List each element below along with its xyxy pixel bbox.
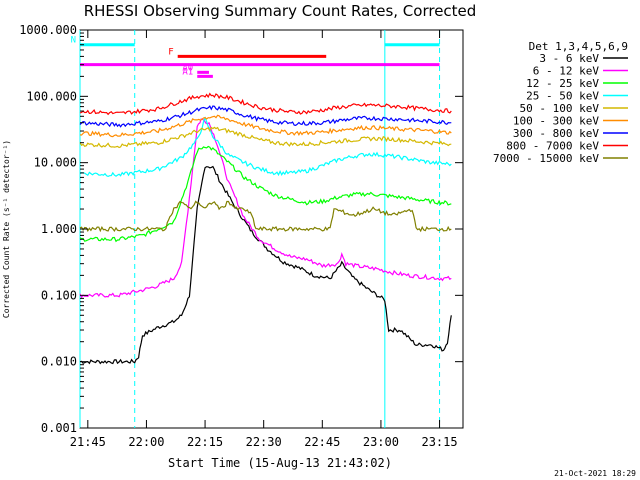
series-line-1 <box>79 118 452 299</box>
series-line-8 <box>79 200 452 233</box>
axes: 1000.000 100.000 10.000 1.000 0.100 0.010 0.00… <box>19 23 463 449</box>
legend-label-2: 12 - 25 keV <box>526 77 599 90</box>
x-tick-label-5: 23:00 <box>363 435 399 449</box>
series-line-3 <box>79 116 452 178</box>
y-tick-label-4: 0.100 <box>41 288 77 302</box>
annotation-label-0: N <box>71 36 76 46</box>
series-line-4 <box>79 126 452 149</box>
legend-label-0: 3 - 6 keV <box>539 52 599 65</box>
x-tick-label-6: 23:15 <box>421 435 457 449</box>
y-tick-label-3: 1.000 <box>41 222 77 236</box>
series-line-6 <box>79 105 452 128</box>
y-tick-label-2: 10.000 <box>34 156 77 170</box>
legend-label-4: 50 - 100 keV <box>520 102 600 115</box>
series-line-0 <box>79 165 452 365</box>
x-tick-label-2: 22:15 <box>187 435 223 449</box>
y-tick-label-1: 100.000 <box>26 89 77 103</box>
series-line-2 <box>79 145 452 243</box>
y-tick-label-5: 0.010 <box>41 355 77 369</box>
legend-label-6: 300 - 800 keV <box>513 127 599 140</box>
x-tick-label-0: 21:45 <box>70 435 106 449</box>
annotation-label-5: A1 <box>182 67 193 77</box>
chart-title: RHESSI Observing Summary Count Rates, Co… <box>84 2 477 20</box>
annotation-label-2: F <box>168 47 173 57</box>
annotation-label-4: A0 <box>182 63 193 73</box>
legend-label-1: 6 - 12 keV <box>533 65 600 78</box>
x-axis-label: Start Time (15-Aug-13 21:43:02) <box>168 456 392 470</box>
legend-label-8: 7000 - 15000 keV <box>493 152 599 165</box>
y-tick-label-0: 1000.000 <box>19 23 77 37</box>
legend-label-5: 100 - 300 keV <box>513 115 599 128</box>
legend-label-3: 25 - 50 keV <box>526 90 599 103</box>
x-tick-label-1: 22:00 <box>128 435 164 449</box>
series-line-5 <box>79 114 452 138</box>
footer-date: 21-Oct-2021 18:29 <box>554 469 636 478</box>
y-axis-label: Corrected Count Rate (s⁻¹ detector⁻¹) <box>2 140 11 318</box>
x-tick-label-4: 22:45 <box>304 435 340 449</box>
series-lines <box>79 92 452 365</box>
legend-label-7: 800 - 7000 keV <box>506 140 599 153</box>
x-tick-label-3: 22:30 <box>246 435 282 449</box>
series-line-7 <box>79 92 452 116</box>
y-tick-label-6: 0.001 <box>41 421 77 435</box>
legend-title: Det 1,3,4,5,6,9 <box>529 40 628 53</box>
